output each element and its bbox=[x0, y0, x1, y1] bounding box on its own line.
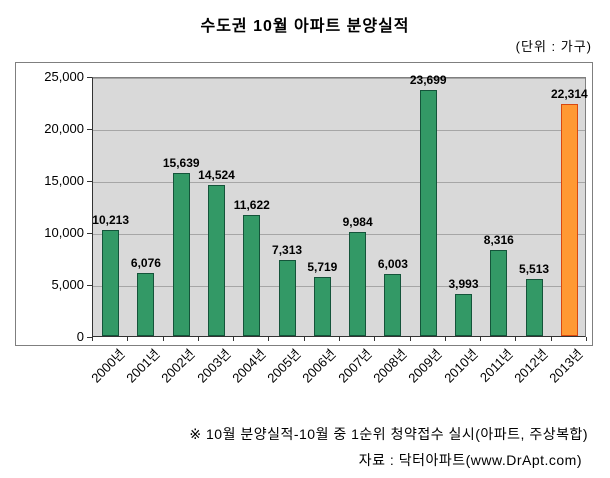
page-title: 수도권 10월 아파트 분양실적 bbox=[200, 18, 410, 35]
gridline bbox=[93, 130, 585, 131]
y-axis-tick bbox=[87, 285, 92, 286]
gridline bbox=[93, 286, 585, 287]
x-axis-tick bbox=[374, 337, 376, 341]
bar-value-label: 8,316 bbox=[483, 232, 514, 247]
bar-value-label: 5,719 bbox=[307, 259, 338, 274]
bar-2002년 bbox=[172, 173, 190, 336]
bar-2006년 bbox=[313, 276, 331, 336]
y-axis-tick bbox=[87, 77, 92, 78]
y-axis-tick bbox=[87, 233, 92, 234]
bar-value-label: 9,984 bbox=[342, 215, 373, 230]
bar-value-label: 6,076 bbox=[130, 255, 161, 270]
bar-2008년 bbox=[384, 273, 402, 336]
bar-value-label: 14,524 bbox=[198, 167, 235, 182]
y-axis-tick bbox=[87, 129, 92, 130]
bar-2001년 bbox=[137, 272, 155, 336]
x-axis-tick bbox=[586, 337, 587, 341]
x-axis-tick bbox=[162, 337, 164, 341]
y-axis-tick-label: 5,000 bbox=[51, 277, 84, 292]
y-axis-tick-label: 0 bbox=[76, 329, 84, 344]
bar-value-label: 15,639 bbox=[162, 156, 200, 171]
gridline bbox=[93, 78, 585, 79]
y-axis-tick-label: 15,000 bbox=[44, 173, 84, 188]
y-axis-tick bbox=[87, 337, 92, 338]
plot-area: 10,213 6,076 15,639 14,524 11,622 7,313 5,719 9… bbox=[92, 73, 588, 337]
gridline bbox=[93, 234, 585, 235]
y-axis-tick bbox=[87, 181, 92, 182]
bar-value-label: 10,213 bbox=[92, 212, 129, 227]
bar-value-label: 5,513 bbox=[519, 261, 550, 276]
x-axis-tick bbox=[303, 337, 305, 341]
x-axis-tick bbox=[233, 337, 235, 341]
bar-2005년 bbox=[278, 259, 296, 336]
x-axis-tick bbox=[480, 337, 482, 341]
bar-value-label: 7,313 bbox=[272, 242, 303, 257]
bar-value-label: 6,003 bbox=[377, 256, 408, 271]
source-note: 자료 : 닥터아파트(www.DrApt.com) bbox=[358, 452, 582, 468]
chart-area: 10,213 6,076 15,639 14,524 11,622 7,313 5,719 9… bbox=[15, 62, 593, 346]
x-axis-tick bbox=[127, 337, 129, 341]
bar-2013년 bbox=[560, 103, 578, 336]
y-axis-tick-label: 25,000 bbox=[44, 69, 84, 84]
x-axis-tick bbox=[515, 337, 517, 341]
bar-value-label: 23,699 bbox=[409, 72, 447, 87]
bar-value-label: 11,622 bbox=[233, 198, 270, 213]
footnote: ※ 10월 분양실적-10월 중 1순위 청약접수 실시(아파트, 주상복합) bbox=[189, 426, 588, 442]
x-axis-tick bbox=[550, 337, 552, 341]
bar-2009년 bbox=[419, 89, 437, 336]
x-axis-tick bbox=[409, 337, 411, 341]
x-axis-tick bbox=[444, 337, 446, 341]
bar-value-label: 3,993 bbox=[448, 277, 479, 292]
y-axis-tick-label: 10,000 bbox=[44, 225, 84, 240]
x-axis-tick bbox=[92, 337, 93, 341]
gridline bbox=[93, 182, 585, 183]
bar-2011년 bbox=[490, 249, 508, 336]
bar-2007년 bbox=[349, 232, 367, 336]
bar-2000년 bbox=[102, 229, 120, 336]
bar-2012년 bbox=[525, 278, 543, 336]
bar-value-label: 22,314 bbox=[550, 86, 588, 101]
bar-2004년 bbox=[243, 215, 261, 336]
unit-note: (단위 : 가구) bbox=[515, 39, 592, 54]
x-axis-tick bbox=[339, 337, 340, 341]
x-axis-tick bbox=[197, 337, 199, 341]
x-axis-tick bbox=[268, 337, 270, 341]
bar-2003년 bbox=[208, 184, 225, 336]
y-axis-tick-label: 20,000 bbox=[44, 121, 84, 136]
bar-2010년 bbox=[455, 294, 472, 336]
